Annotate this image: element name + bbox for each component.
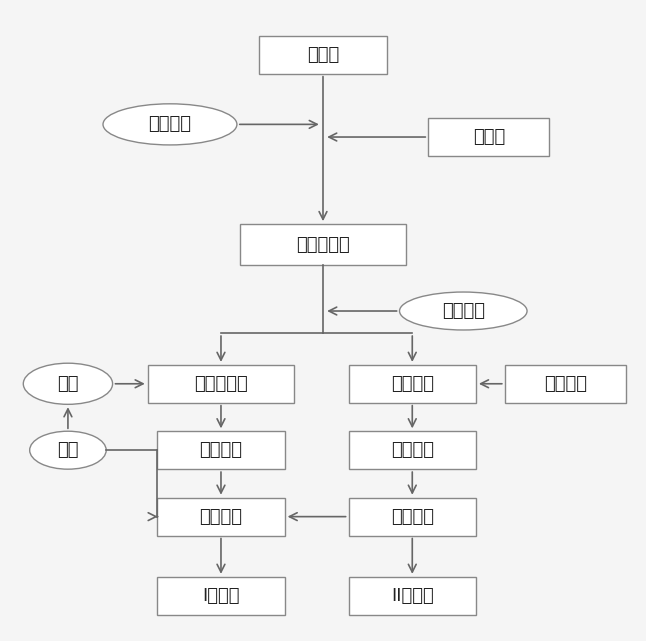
Text: 过滤洗涤: 过滤洗涤	[200, 508, 242, 526]
Text: 水热晶化: 水热晶化	[200, 441, 242, 459]
Text: 机械磁选: 机械磁选	[149, 115, 191, 133]
Text: II型沸石: II型沸石	[391, 587, 433, 604]
FancyBboxPatch shape	[157, 431, 285, 469]
Text: 过滤洗涤: 过滤洗涤	[391, 508, 433, 526]
Text: 水热晶化: 水热晶化	[391, 441, 433, 459]
Text: 熔融粉煤灰: 熔融粉煤灰	[296, 236, 350, 254]
Text: I型沸石: I型沸石	[202, 587, 240, 604]
Ellipse shape	[103, 104, 237, 145]
Ellipse shape	[23, 363, 112, 404]
FancyBboxPatch shape	[348, 365, 476, 403]
FancyBboxPatch shape	[157, 497, 285, 536]
FancyBboxPatch shape	[348, 577, 476, 615]
FancyBboxPatch shape	[348, 431, 476, 469]
FancyBboxPatch shape	[348, 497, 476, 536]
Ellipse shape	[399, 292, 527, 330]
Ellipse shape	[30, 431, 106, 469]
FancyBboxPatch shape	[259, 36, 387, 74]
FancyBboxPatch shape	[428, 118, 549, 156]
FancyBboxPatch shape	[505, 365, 626, 403]
FancyBboxPatch shape	[240, 224, 406, 265]
Text: 脱硅滤液: 脱硅滤液	[391, 375, 433, 393]
Text: 碳酸钠: 碳酸钠	[473, 128, 505, 146]
FancyBboxPatch shape	[157, 577, 285, 615]
Text: 碱液: 碱液	[57, 375, 79, 393]
Text: 偏铝酸钠: 偏铝酸钠	[544, 375, 587, 393]
Text: 水洗脱硅: 水洗脱硅	[442, 302, 484, 320]
Text: 粉煤灰: 粉煤灰	[307, 46, 339, 64]
Text: 脱硅粉煤灰: 脱硅粉煤灰	[194, 375, 248, 393]
FancyBboxPatch shape	[148, 365, 295, 403]
Text: 浓缩: 浓缩	[57, 441, 79, 459]
